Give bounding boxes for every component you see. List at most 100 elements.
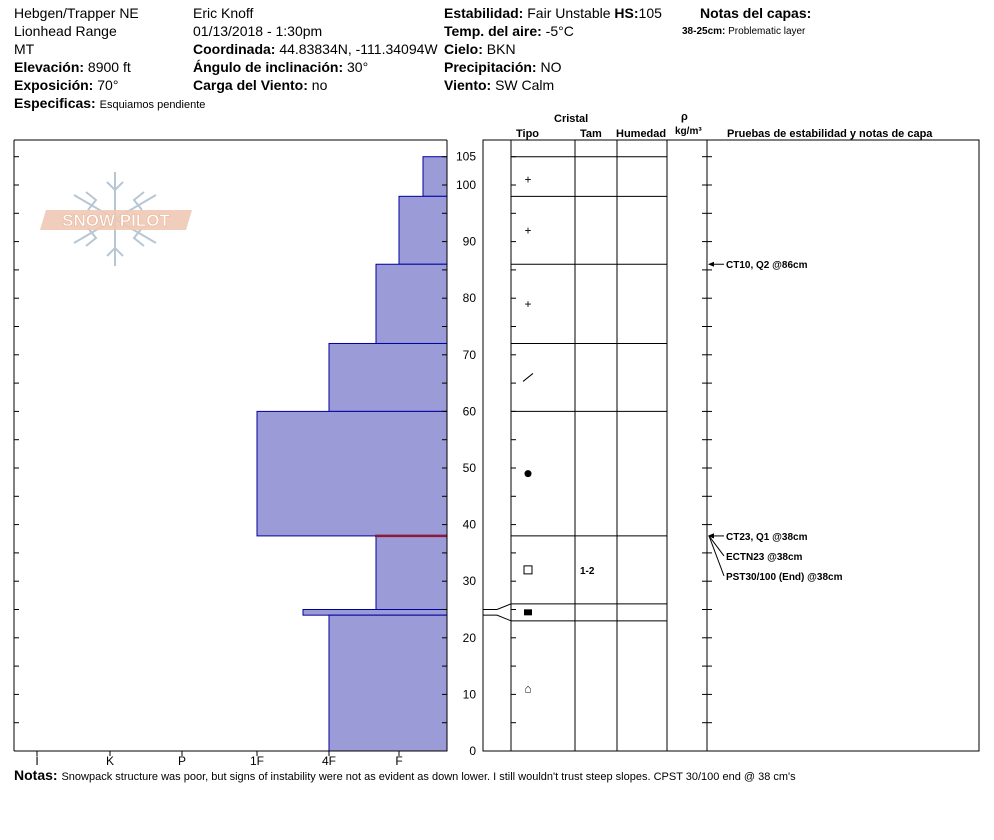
hardness-label-4F: 4F (322, 754, 336, 768)
wind-label: Viento: (444, 77, 492, 93)
logo-banner (40, 210, 192, 230)
hardness-bar-5 (375, 535, 448, 610)
test-label-2: ECTN23 @38cm (726, 552, 803, 563)
depth-label-100: 100 (456, 178, 476, 192)
depth-label-10: 10 (463, 687, 477, 701)
layer-connector (483, 614, 512, 622)
depth-label-70: 70 (463, 348, 477, 362)
hardness-bar-1 (398, 195, 448, 265)
specifics: Especificas: Esquiamos pendiente (14, 95, 205, 113)
col-density-unit: kg/m³ (675, 126, 702, 137)
elevation-value: 8900 ft (87, 59, 131, 75)
elevation: Elevación: 8900 ft (14, 59, 131, 75)
precip-label: Precipitación: (444, 59, 537, 75)
crystal-symbol-7: ⌂ (524, 682, 531, 696)
logo-text: SNOW PILOT (62, 211, 170, 230)
depth-label-0: 0 (469, 744, 476, 758)
range: Lionhead Range (14, 23, 117, 39)
layer-note: 38-25cm: Problematic layer (682, 24, 805, 40)
col-crystal: Cristal (554, 113, 589, 125)
aspect-label: Exposición: (14, 77, 94, 93)
hardness-bar-0 (422, 156, 448, 197)
aspect-value: 70° (97, 77, 119, 93)
col-tests: Pruebas de estabilidad y notas de capa (727, 128, 933, 140)
hardness-label-F: F (395, 754, 402, 768)
air-temp-label: Temp. del aire: (444, 23, 542, 39)
air-temp-value: -5°C (545, 23, 574, 39)
layer-connector (483, 603, 512, 610)
hs-label: HS: (614, 5, 639, 21)
specifics-label: Especificas: (14, 95, 96, 111)
location: Hebgen/Trapper NE (14, 5, 139, 21)
test-arrowhead-0 (708, 261, 714, 267)
state: MT (14, 41, 35, 57)
test-label-3: PST30/100 (End) @38cm (726, 572, 843, 583)
test-label-0: CT10, Q2 @86cm (726, 260, 808, 271)
depth-label-40: 40 (463, 518, 477, 532)
stability: Estabilidad: Fair Unstable HS:105 (444, 5, 662, 21)
specifics-value: Esquiamos pendiente (99, 99, 206, 111)
datetime: 01/13/2018 - 1:30pm (193, 23, 323, 39)
observer: Eric Knoff (193, 5, 254, 21)
sky: Cielo: BKN (444, 41, 516, 57)
air-temp: Temp. del aire: -5°C (444, 23, 574, 39)
depth-label-90: 90 (463, 235, 477, 249)
wind-value: SW Calm (495, 77, 555, 93)
notes-text: Snowpack structure was poor, but signs o… (61, 771, 796, 783)
depth-label-105: 105 (456, 150, 476, 164)
wind-load: Carga del Viento: no (193, 77, 327, 93)
incline-value: 30° (347, 59, 369, 75)
incline: Ángulo de inclinación: 30° (193, 59, 368, 75)
depth-label-30: 30 (463, 574, 477, 588)
hardness-label-1F: 1F (250, 754, 264, 768)
hardness-label-I: I (35, 754, 38, 768)
elevation-label: Elevación: (14, 59, 85, 75)
test-label-1: CT23, Q1 @38cm (726, 532, 808, 543)
coord-label: Coordinada: (193, 41, 276, 57)
col-moisture: Humedad (616, 128, 667, 140)
depth-label-50: 50 (463, 461, 477, 475)
col-type: Tipo (516, 128, 540, 140)
crystal-symbol-6 (524, 609, 532, 616)
aspect: Exposición: 70° (14, 77, 118, 93)
footer-notes: Notas: Snowpack structure was poor, but … (14, 767, 796, 785)
hardness-bar-4 (256, 410, 448, 537)
crystal-symbol-3 (522, 373, 534, 382)
crystal-symbol-5 (523, 565, 533, 575)
wind: Viento: SW Calm (444, 77, 554, 93)
hardness-bar-6 (302, 609, 448, 616)
col-density-symbol: ρ (681, 111, 688, 123)
snowpilot-logo: SNOW PILOT (40, 172, 192, 266)
precipitation: Precipitación: NO (444, 59, 561, 75)
hardness-bar-3 (328, 342, 448, 412)
crystal-size-5: 1-2 (580, 566, 595, 577)
depth-label-80: 80 (463, 291, 477, 305)
layer-notes-label: Notas del capas: (700, 5, 812, 21)
hs-value: 105 (638, 5, 662, 21)
precip-value: NO (540, 59, 562, 75)
crystal-symbol-4 (524, 470, 532, 478)
wind-load-label: Carga del Viento: (193, 77, 308, 93)
stability-value: Fair Unstable (527, 5, 611, 21)
coord-value: 44.83834N, -111.34094W (279, 41, 438, 57)
col-size: Tam (580, 128, 602, 140)
sky-label: Cielo: (444, 41, 483, 57)
test-arrowhead-3 (708, 533, 714, 539)
wind-load-value: no (311, 77, 328, 93)
hardness-label-P: P (178, 754, 186, 768)
stability-label: Estabilidad: (444, 5, 524, 21)
layer-note-text: Problematic layer (728, 26, 806, 37)
grid-frame (482, 139, 980, 752)
hardness-bar-2 (375, 263, 448, 344)
depth-label-60: 60 (463, 404, 477, 418)
hardness-label-K: K (106, 754, 114, 768)
crystal-symbol-0: + (524, 172, 531, 186)
hardness-bar-7 (328, 614, 448, 752)
depth-label-20: 20 (463, 631, 477, 645)
test-arrow-line-3 (708, 535, 725, 577)
coordinates: Coordinada: 44.83834N, -111.34094W (193, 41, 438, 57)
sky-value: BKN (486, 41, 516, 57)
incline-label: Ángulo de inclinación: (193, 59, 344, 75)
crystal-symbol-2: + (524, 297, 531, 311)
